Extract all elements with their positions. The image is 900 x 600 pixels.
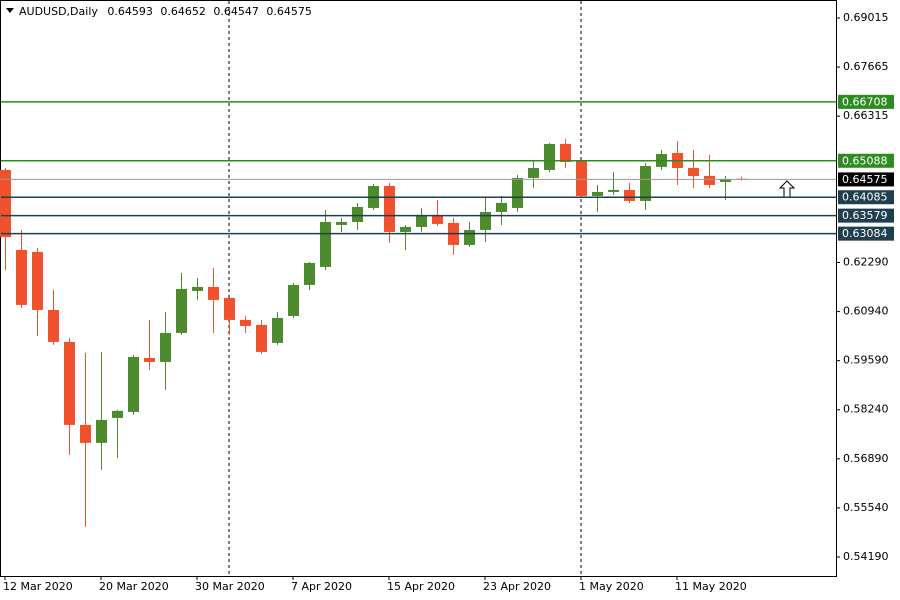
header-low: 0.64547 — [213, 5, 259, 18]
candle-body — [528, 167, 539, 178]
candle-body — [0, 169, 11, 237]
y-tick-label: 0.56890 — [843, 452, 889, 465]
x-tick-label: 12 Mar 2020 — [3, 580, 73, 593]
candle-body — [384, 185, 395, 232]
candle-body — [304, 262, 315, 285]
header: AUDUSD,Daily 0.64593 0.64652 0.64547 0.6… — [19, 5, 312, 18]
candle-body — [144, 357, 155, 362]
header-close: 0.64575 — [266, 5, 312, 18]
candle-body — [48, 309, 59, 342]
x-tick-label: 7 Apr 2020 — [291, 580, 352, 593]
candle-body — [400, 226, 411, 232]
level-label-box — [838, 190, 894, 205]
y-tick-label: 0.59590 — [843, 354, 889, 367]
candle-body — [704, 175, 715, 185]
candle-body — [32, 251, 43, 310]
plot-frame — [0, 0, 837, 577]
candle-body — [464, 229, 475, 245]
y-tick-label: 0.62290 — [843, 255, 889, 268]
level-label: 0.65088 — [842, 154, 888, 167]
candle-body — [240, 319, 251, 326]
candle-body — [416, 214, 427, 227]
candle-body — [624, 189, 635, 201]
candle-body — [352, 206, 363, 222]
candle-body — [192, 286, 203, 291]
level-label: 0.64085 — [842, 191, 888, 204]
y-tick-label: 0.66315 — [843, 109, 889, 122]
level-label-box — [838, 208, 894, 223]
level-label-box — [838, 94, 894, 109]
candle-body — [576, 159, 587, 196]
candle-body — [128, 356, 139, 412]
level-label: 0.66708 — [842, 95, 888, 108]
candle-body — [336, 221, 347, 225]
candle-body — [592, 191, 603, 196]
candle-body — [320, 221, 331, 267]
candle-body — [608, 189, 619, 192]
y-tick-label: 0.67665 — [843, 60, 889, 73]
x-tick-label: 23 Apr 2020 — [483, 580, 551, 593]
level-label: 0.63579 — [842, 209, 888, 222]
x-tick-label: 20 Mar 2020 — [99, 580, 169, 593]
y-tick-label: 0.54190 — [843, 550, 889, 563]
x-tick-label: 30 Mar 2020 — [195, 580, 265, 593]
level-label-box — [838, 226, 894, 241]
price-label: 0.64575 — [842, 173, 888, 186]
candle-body — [112, 410, 123, 418]
price-label-box — [838, 172, 894, 187]
y-tick-label: 0.55540 — [843, 501, 889, 514]
level-label-box — [838, 153, 894, 168]
menu-triangle[interactable] — [6, 8, 14, 13]
y-tick-label: 0.58240 — [843, 403, 889, 416]
candle-body — [160, 332, 171, 362]
x-tick-label: 11 May 2020 — [675, 580, 747, 593]
candle-body — [256, 324, 267, 352]
candle-body — [480, 211, 491, 230]
header-high: 0.64652 — [160, 5, 206, 18]
candle-body — [96, 419, 107, 443]
candle-body — [224, 297, 235, 320]
candle-body — [496, 202, 507, 212]
candle-body — [560, 143, 571, 162]
candle-body — [176, 288, 187, 333]
candle-body — [272, 317, 283, 343]
candle-body — [432, 214, 443, 224]
candle-body — [16, 249, 27, 305]
candle-body — [720, 178, 731, 182]
level-label: 0.63084 — [842, 227, 888, 240]
symbol-title: AUDUSD,Daily — [19, 5, 98, 18]
candle-body — [512, 177, 523, 208]
candle-body — [80, 424, 91, 443]
candle-body — [640, 165, 651, 201]
candle-body — [688, 167, 699, 176]
y-tick-label: 0.60940 — [843, 305, 889, 318]
candle-body — [208, 286, 219, 300]
header-open: 0.64593 — [107, 5, 153, 18]
y-tick-label: 0.69015 — [843, 11, 889, 24]
candle-body — [544, 143, 555, 170]
candle-body — [288, 284, 299, 316]
candle-body — [64, 341, 75, 425]
x-tick-label: 1 May 2020 — [579, 580, 644, 593]
x-tick-label: 15 Apr 2020 — [387, 580, 455, 593]
